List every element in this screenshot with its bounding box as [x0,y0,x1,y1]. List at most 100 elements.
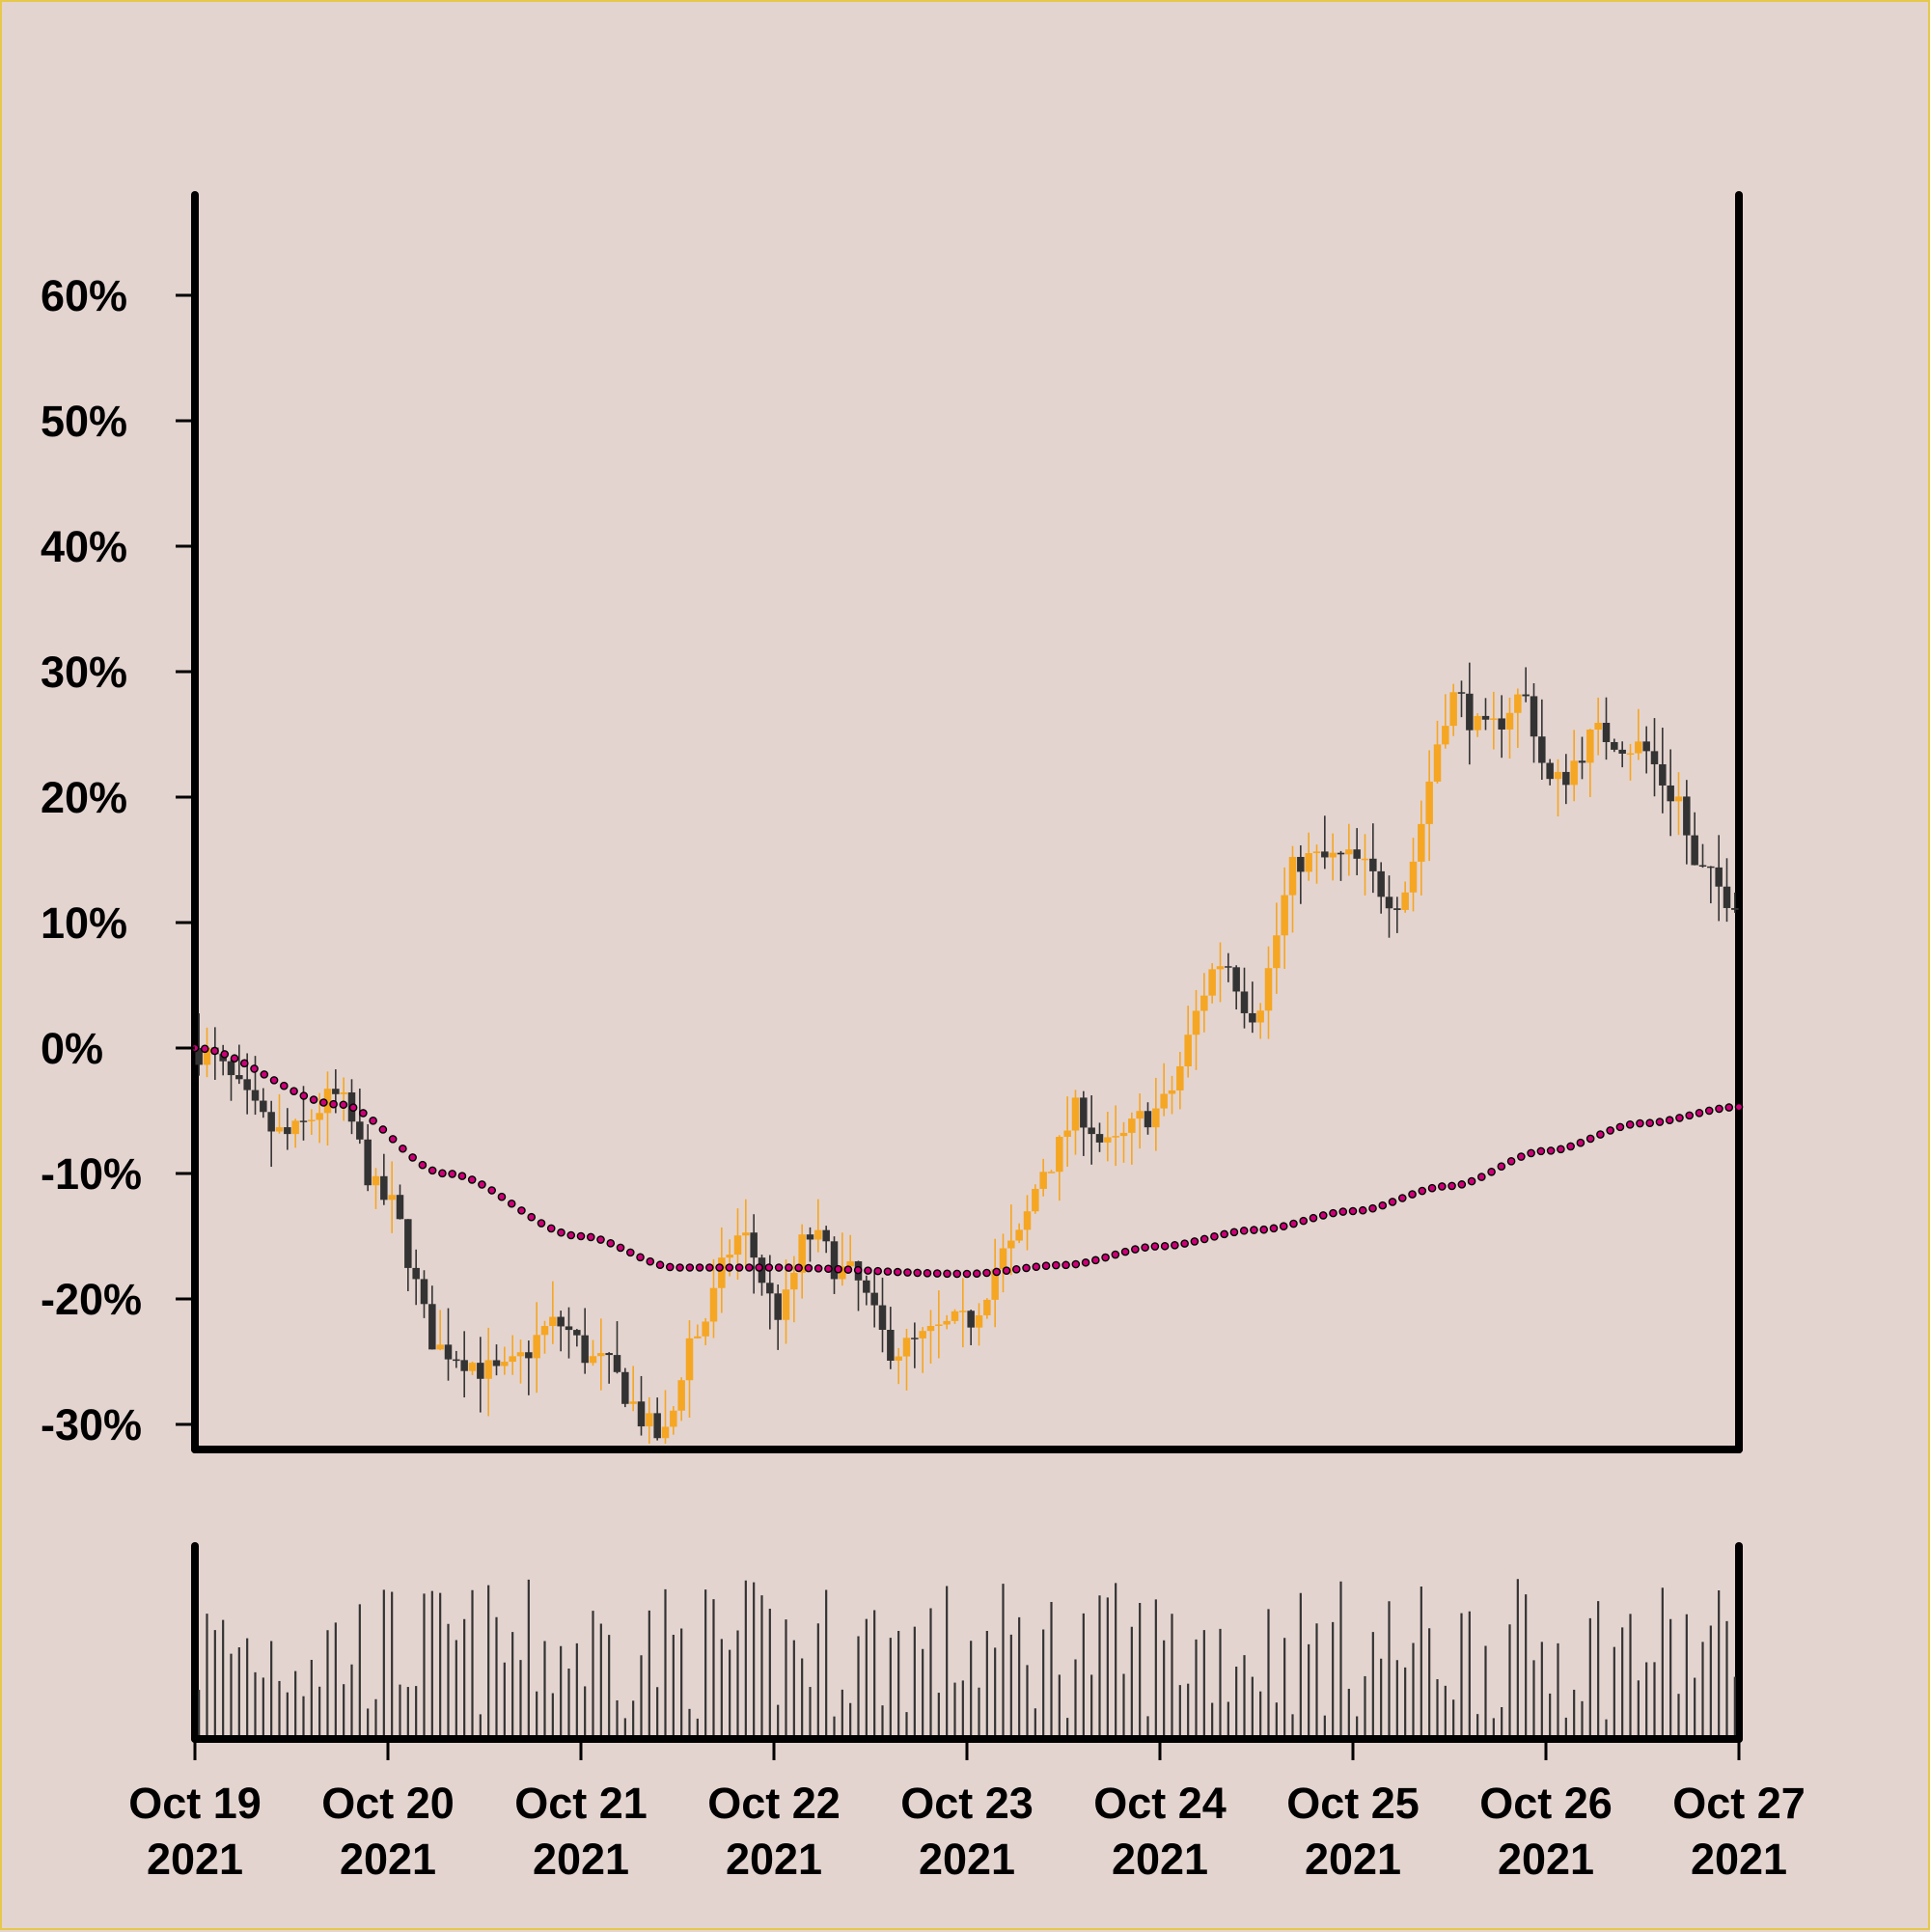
moving-average-point [1220,1229,1228,1239]
moving-average-point [734,1263,744,1272]
moving-average-point [220,1050,230,1059]
moving-average-point [903,1268,912,1277]
candle-body [1635,741,1642,754]
candle-body [420,1279,428,1305]
moving-average-point [636,1253,645,1262]
moving-average-point [923,1268,932,1278]
candle-body [372,1175,380,1186]
y-tick-label: 0% [41,1024,103,1073]
moving-average-point [666,1262,675,1272]
candles [195,662,1739,1444]
moving-average-point [517,1206,526,1215]
y-axis: 60% 50% 40% 30% 20% 10% 0% -10% -20% -30% [41,271,195,1449]
moving-average-point [418,1160,427,1170]
candle-body [565,1326,573,1331]
x-axis: Oct 19 2021 Oct 20 2021 Oct 21 2021 Oct 22 2021… [128,1739,1806,1884]
moving-average-line [190,1043,1744,1279]
candle-body [646,1413,653,1427]
candle-body [1112,1136,1119,1138]
candle-body [1626,753,1635,756]
moving-average-point [1338,1207,1348,1216]
moving-average-point [843,1265,853,1274]
candle-body [1119,1132,1128,1137]
candle-body [1095,1134,1104,1143]
moving-average-point [487,1186,496,1195]
candle-body [1256,1010,1264,1023]
candle-body [316,1113,323,1120]
x-tick-label-year: 2021 [1691,1835,1787,1884]
moving-average-point [1309,1213,1318,1223]
y-tick-label: 60% [41,271,127,320]
moving-average-point [478,1180,486,1189]
y-tick-label: 20% [41,773,127,822]
candle-body [774,1293,782,1320]
candle-body [1288,856,1297,896]
moving-average-point [1408,1190,1417,1199]
moving-average-point [1041,1261,1051,1270]
moving-average-point [1448,1181,1456,1191]
moving-average-point [1239,1226,1249,1235]
candle-body [1546,762,1554,780]
moving-average-point [1131,1245,1140,1254]
candle-body [1385,897,1393,909]
moving-average-point [1397,1194,1407,1202]
candle-body [540,1326,549,1336]
candle-body [1594,723,1602,731]
candle-body [902,1338,911,1357]
candle-body [911,1338,919,1339]
candle-body [1264,968,1273,1011]
candle-body [766,1283,774,1294]
candle-body [340,1091,347,1094]
candle-body [509,1356,516,1363]
candle-body [1168,1090,1176,1094]
candle-body [227,1061,235,1076]
moving-average-point [794,1263,803,1273]
moving-average-point [378,1125,388,1134]
candle-body [1698,865,1707,867]
candle-body [1152,1108,1160,1128]
moving-average-point [566,1230,576,1240]
candle-body [1691,835,1698,866]
candle-body [260,1100,267,1113]
candle-body [878,1305,887,1331]
moving-average-point [269,1076,279,1085]
moving-average-point [943,1269,951,1279]
candle-body [1128,1118,1136,1133]
candle-body [1442,726,1449,745]
candle-body [1144,1111,1152,1128]
moving-average-point [1111,1250,1120,1259]
y-tick-label: 10% [41,898,127,948]
moving-average-point [785,1263,793,1272]
candle-body [951,1311,959,1321]
volume-panel [191,1542,1743,1743]
moving-average-point [1329,1208,1337,1218]
moving-average-point [339,1100,348,1110]
moving-average-point [1645,1118,1654,1128]
moving-average-point [1418,1186,1427,1196]
candle-body [484,1360,492,1379]
moving-average-point [1704,1106,1714,1116]
moving-average-point [448,1170,456,1178]
candle-body [1481,715,1490,720]
candle-body [436,1344,444,1350]
moving-average-point [1517,1152,1526,1161]
candle-body [685,1338,694,1381]
moving-average-point [932,1269,942,1278]
candle-body [380,1175,388,1201]
moving-average-point [399,1144,407,1153]
candle-body [935,1324,943,1326]
candle-body [1015,1229,1023,1241]
moving-average-point [992,1267,1002,1277]
candle-body [694,1336,702,1339]
candle-body [670,1410,677,1427]
candle-body [1361,858,1369,861]
moving-average-point [764,1263,774,1272]
candle-body [1312,851,1321,854]
candle-body [1466,693,1474,731]
moving-average-point [348,1103,358,1113]
candle-body [1329,852,1337,858]
candle-body [926,1325,935,1332]
candle-body [243,1079,251,1090]
candle-body [806,1234,814,1240]
candle-body [1136,1111,1144,1119]
